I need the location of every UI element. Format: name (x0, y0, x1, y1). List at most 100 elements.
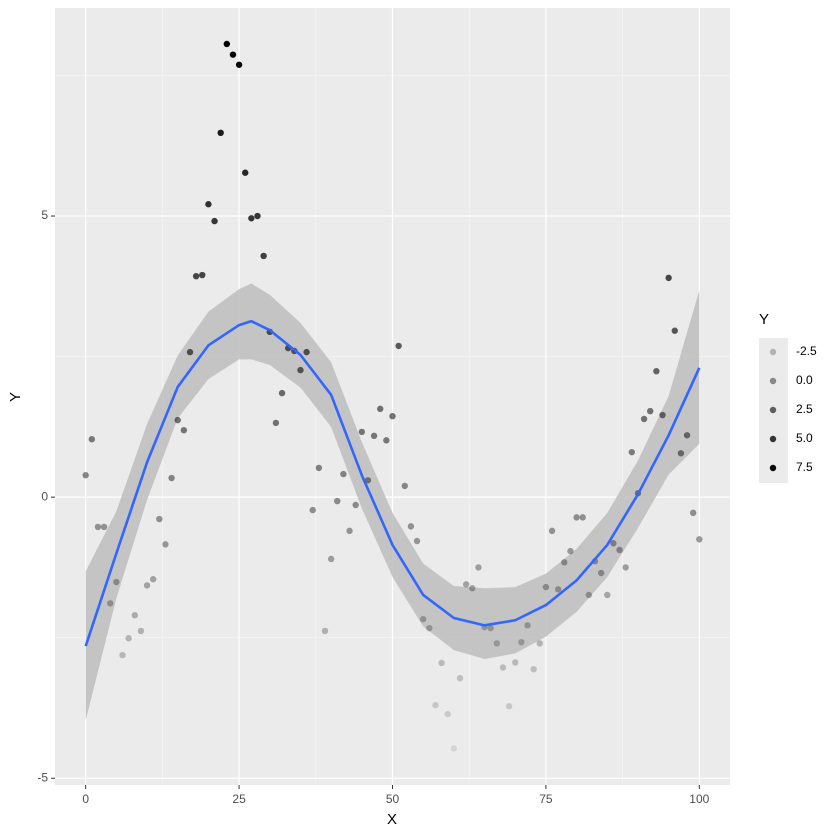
y-tick-label: 0 (41, 489, 48, 503)
data-point (419, 615, 427, 623)
data-point (665, 274, 672, 282)
data-point (254, 212, 261, 220)
data-point (334, 497, 341, 505)
data-point (542, 583, 550, 591)
legend-key (769, 406, 777, 414)
data-point (567, 547, 574, 555)
data-point (487, 624, 494, 632)
data-point (493, 640, 501, 647)
x-tick-label: 0 (82, 792, 89, 806)
legend-key (769, 377, 777, 385)
x-tick-label: 50 (386, 792, 400, 806)
data-point (315, 464, 323, 472)
data-point (573, 514, 580, 521)
legend-label: 5.0 (796, 431, 813, 445)
confidence-band (85, 283, 700, 721)
data-point (530, 665, 537, 673)
data-point (272, 419, 280, 427)
data-point (469, 585, 476, 592)
smooth-line (84, 319, 701, 647)
data-point (260, 252, 267, 260)
data-point (554, 586, 562, 593)
data-point (107, 600, 114, 607)
data-point (358, 428, 366, 436)
data-point (113, 578, 120, 586)
data-point (370, 432, 378, 440)
data-point (683, 432, 691, 439)
data-point (407, 523, 415, 530)
legend-label: 0.0 (796, 373, 813, 387)
legend-label: 2.5 (796, 402, 813, 416)
y-tick-label: 5 (41, 208, 48, 222)
data-point (604, 591, 611, 599)
data-point (518, 638, 525, 646)
legend-key (769, 435, 777, 443)
data-point (579, 514, 586, 521)
data-point (505, 703, 513, 710)
data-point (321, 627, 329, 635)
data-point (88, 436, 96, 443)
x-tick-label: 25 (232, 792, 246, 806)
data-point (364, 477, 372, 484)
legend-label: 7.5 (796, 460, 813, 474)
data-point (352, 501, 359, 509)
data-point (377, 405, 384, 413)
data-point (610, 540, 617, 547)
data-point (303, 348, 310, 356)
legend-key (769, 464, 777, 472)
data-point (383, 437, 390, 444)
x-tick-label: 75 (539, 792, 553, 806)
data-point (327, 555, 335, 563)
data-point (659, 411, 666, 419)
data-point (512, 659, 519, 666)
data-point (174, 416, 181, 424)
data-point (156, 515, 163, 523)
data-point (94, 523, 102, 531)
data-point (162, 541, 169, 548)
y-tick-label: -5 (37, 770, 48, 784)
legend-key (769, 348, 777, 356)
data-point (205, 201, 212, 208)
data-point (131, 612, 138, 619)
data-point (475, 564, 482, 571)
data-point (395, 342, 402, 350)
data-point (192, 272, 200, 280)
data-point (671, 327, 678, 334)
data-point (432, 701, 439, 709)
data-point (149, 576, 157, 583)
data-point (456, 674, 464, 682)
data-point (180, 427, 188, 434)
data-point (309, 506, 316, 514)
data-point (413, 537, 421, 545)
x-tick-label: 100 (689, 792, 709, 806)
data-point (628, 448, 636, 456)
data-point (389, 412, 396, 420)
y-axis-title: Y (7, 392, 24, 402)
data-point (462, 581, 470, 588)
data-point (597, 569, 605, 577)
data-point (168, 474, 175, 482)
data-point (548, 527, 556, 535)
data-point (647, 407, 654, 415)
data-point (119, 651, 126, 659)
data-point (696, 536, 703, 543)
data-point (223, 40, 231, 48)
data-point (653, 367, 660, 375)
data-point (143, 582, 151, 589)
data-point (616, 546, 623, 554)
data-point (186, 348, 194, 356)
data-point (100, 523, 108, 531)
data-point (346, 527, 353, 535)
data-point (82, 472, 89, 479)
data-point (229, 51, 237, 58)
data-point (585, 591, 593, 599)
data-point (524, 622, 531, 629)
data-point (340, 470, 347, 478)
data-point (444, 710, 451, 718)
data-point (211, 217, 218, 225)
data-point (137, 627, 145, 635)
data-point (125, 635, 132, 642)
data-point (438, 659, 445, 667)
data-point (401, 482, 408, 490)
